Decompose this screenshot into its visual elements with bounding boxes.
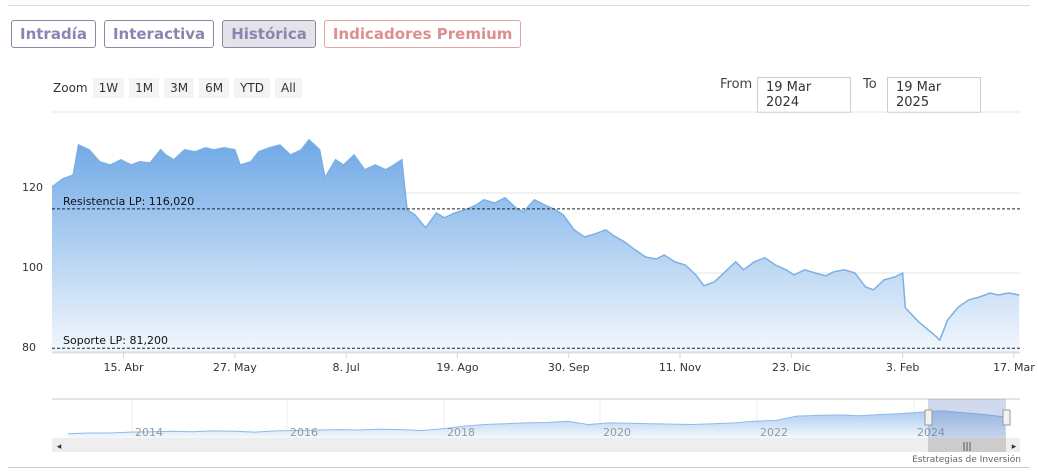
- tab-intradia[interactable]: Intradía: [11, 20, 96, 48]
- tab-indicadores-premium[interactable]: Indicadores Premium: [323, 20, 522, 48]
- to-label: To: [863, 77, 877, 92]
- from-date-input[interactable]: 19 Mar 2024: [757, 77, 851, 113]
- top-divider: [8, 5, 1030, 6]
- credit-text: Estrategias de Inversión: [912, 455, 1021, 465]
- x-tick-label: 11. Nov: [659, 361, 702, 374]
- zoom-6m-button[interactable]: 6M: [199, 78, 230, 98]
- scroll-right-icon: ▸: [1012, 442, 1017, 452]
- x-tick-label: 8. Jul: [333, 361, 360, 374]
- tab-interactiva[interactable]: Interactiva: [103, 20, 215, 48]
- zoom-all-button[interactable]: All: [275, 78, 302, 98]
- tab-historica[interactable]: Histórica: [222, 20, 316, 48]
- zoom-1w-button[interactable]: 1W: [92, 78, 125, 98]
- y-tick-label: 100: [22, 261, 43, 274]
- scrollbar-thumb: [928, 438, 1006, 452]
- zoom-controls: Zoom 1W 1M 3M 6M YTD All: [53, 78, 302, 98]
- navigator-handle: [924, 409, 933, 426]
- navigator-line: [67, 410, 1006, 435]
- zoom-ytd-button[interactable]: YTD: [234, 78, 270, 98]
- view-tabs: Intradía Interactiva Histórica Indicador…: [11, 20, 522, 48]
- zoom-label: Zoom: [53, 81, 88, 95]
- x-tick-label: 17. Mar: [993, 361, 1035, 374]
- x-tick-label: 30. Sep: [548, 361, 590, 374]
- support-label: Soporte LP: 81,200: [63, 334, 168, 347]
- zoom-1m-button[interactable]: 1M: [129, 78, 160, 98]
- x-tick-label: 15. Abr: [104, 361, 144, 374]
- y-tick-label: 120: [22, 181, 43, 194]
- navigator-year-label: 2024: [917, 426, 945, 439]
- navigator-year-label: 2018: [447, 426, 475, 439]
- price-line: [51, 138, 1020, 342]
- navigator-year-label: 2016: [290, 426, 318, 439]
- price-area: [52, 139, 1020, 352]
- x-tick-label: 23. Dic: [772, 361, 811, 374]
- x-tick-label: 3. Feb: [886, 361, 919, 374]
- y-tick-label: 80: [22, 341, 36, 354]
- navigator-year-label: 2014: [135, 426, 163, 439]
- zoom-3m-button[interactable]: 3M: [164, 78, 195, 98]
- navigator-area: [68, 410, 1005, 438]
- from-label: From: [720, 77, 753, 92]
- scrollbar-track: [52, 438, 1020, 452]
- resistance-label: Resistencia LP: 116,020: [63, 195, 194, 208]
- navigator-year-label: 2020: [603, 426, 631, 439]
- navigator-year-label: 2022: [760, 426, 788, 439]
- x-tick-label: 19. Ago: [436, 361, 478, 374]
- scroll-left-icon: ◂: [57, 442, 62, 452]
- navigator-handle: [1002, 409, 1011, 426]
- navigator-selection: [928, 399, 1006, 438]
- bottom-divider: [8, 467, 1030, 468]
- x-tick-label: 27. May: [213, 361, 257, 374]
- scrollbar-grip-icon: |||: [962, 442, 971, 452]
